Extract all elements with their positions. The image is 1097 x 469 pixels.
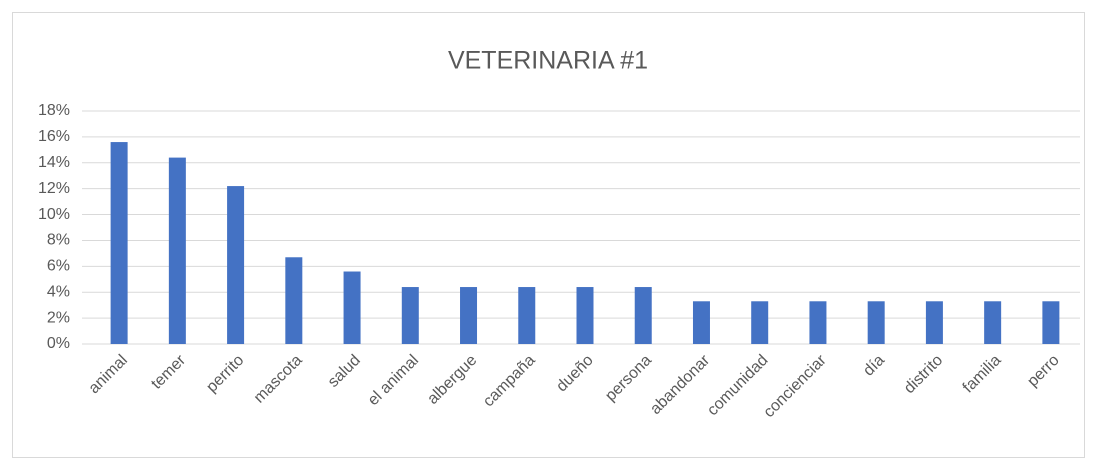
y-tick-label: 8% <box>47 232 70 249</box>
y-tick-label: 6% <box>47 258 70 275</box>
bar <box>168 157 186 344</box>
bar <box>984 301 1002 344</box>
bar <box>692 301 710 344</box>
bar <box>809 301 827 344</box>
bar <box>110 142 128 344</box>
y-tick-label: 14% <box>38 154 70 171</box>
y-tick-label: 18% <box>38 102 70 119</box>
y-tick-label: 2% <box>47 309 70 326</box>
bar <box>285 257 303 344</box>
bar <box>634 287 652 344</box>
bar <box>401 287 419 344</box>
bar <box>227 186 245 344</box>
chart-title: VETERINARIA #1 <box>448 47 648 75</box>
bar <box>460 287 478 344</box>
y-tick-label: 12% <box>38 180 70 197</box>
bar <box>867 301 885 344</box>
y-tick-label: 4% <box>47 283 70 300</box>
y-tick-label: 10% <box>38 206 70 223</box>
bar <box>576 287 594 344</box>
y-tick-label: 16% <box>38 128 70 145</box>
chart-border <box>12 12 1085 458</box>
bar <box>518 287 536 344</box>
y-tick-label: 0% <box>47 335 70 352</box>
bar <box>925 301 943 344</box>
bar <box>1042 301 1060 344</box>
bar <box>343 271 361 344</box>
bar <box>751 301 769 344</box>
